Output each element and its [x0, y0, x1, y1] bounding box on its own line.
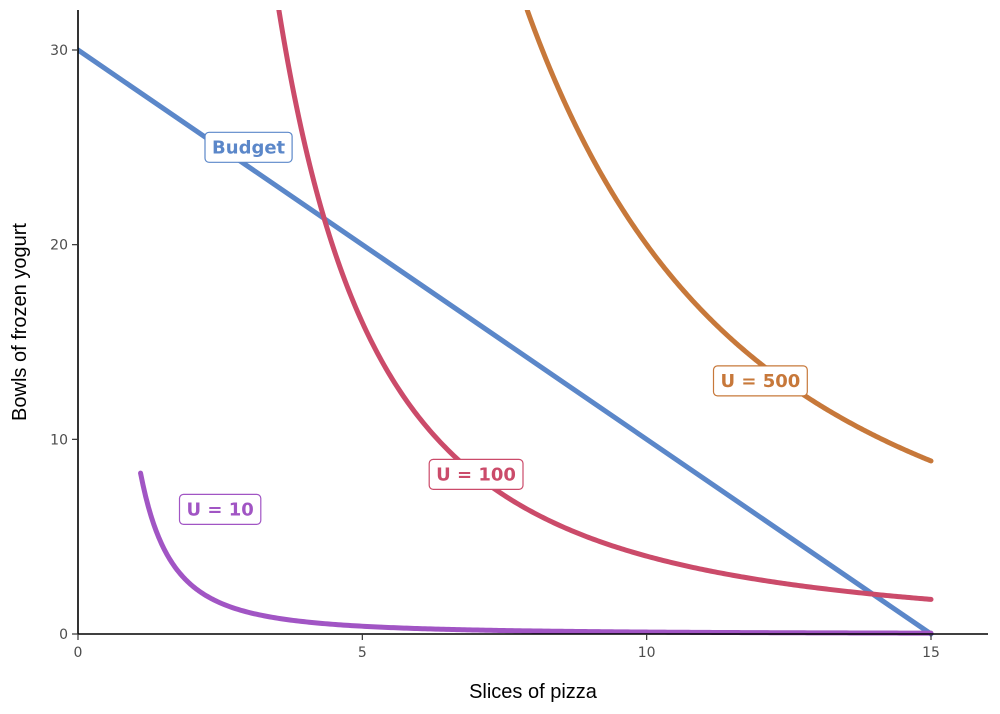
- y-tick-label: 0: [59, 627, 68, 643]
- plot-area: [78, 10, 934, 637]
- x-tick-label: 5: [358, 645, 367, 661]
- axes: [77, 10, 988, 635]
- series-label-text: U = 10: [187, 499, 254, 520]
- x-tick-label: 0: [74, 645, 83, 661]
- series-labels: Budget U = 10 U = 100 U = 500: [178, 131, 808, 525]
- y-tick-label: 30: [50, 43, 68, 59]
- series-label-u-10: U = 10: [178, 493, 262, 525]
- y-tick-label: 10: [50, 432, 68, 448]
- x-axis-title: Slices of pizza: [469, 681, 598, 703]
- series-label-u-500: U = 500: [712, 365, 808, 397]
- series-label-budget: Budget: [204, 131, 293, 163]
- x-tick-label: 15: [922, 645, 940, 661]
- series-label-text: U = 500: [720, 371, 800, 392]
- series-label-text: Budget: [212, 137, 286, 158]
- series-line-u-500: [524, 10, 934, 464]
- x-tick-label: 10: [638, 645, 656, 661]
- y-tick-label: 20: [50, 238, 68, 254]
- series-line-u-10: [138, 470, 934, 636]
- series-label-u-100: U = 100: [428, 458, 524, 490]
- series-line-u-100: [276, 10, 934, 602]
- series-label-text: U = 100: [436, 464, 516, 485]
- ticks: 0 5 10 15 0 10 20 30: [50, 43, 940, 661]
- y-axis-title: Bowls of frozen yogurt: [9, 223, 31, 421]
